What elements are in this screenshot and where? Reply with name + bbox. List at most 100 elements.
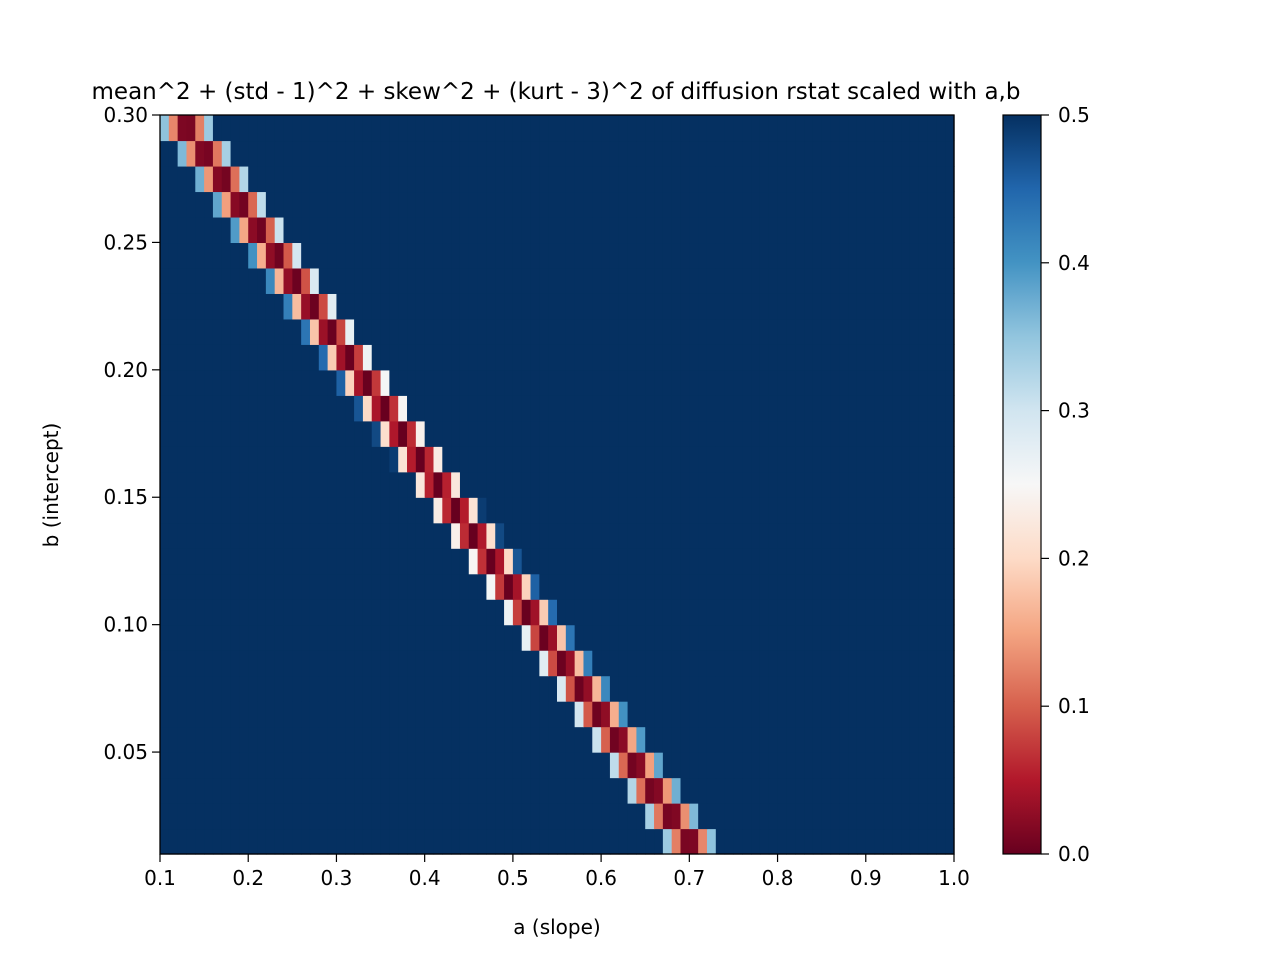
- heatmap-cell: [451, 242, 461, 269]
- heatmap-cell: [909, 828, 920, 855]
- heatmap-cell: [821, 701, 832, 728]
- heatmap-cell: [927, 165, 937, 193]
- heatmap-cell: [830, 242, 840, 269]
- heatmap-cell: [583, 752, 593, 779]
- heatmap-cell: [371, 548, 382, 575]
- heatmap-cell: [265, 420, 276, 447]
- heatmap-cell: [715, 395, 726, 422]
- heatmap-cell: [230, 216, 240, 244]
- heatmap-cell: [451, 191, 461, 218]
- heatmap-cell: [680, 344, 690, 371]
- heatmap-cell: [662, 191, 673, 218]
- heatmap-cell: [759, 777, 770, 804]
- heatmap-cell: [371, 650, 382, 677]
- heatmap-cell: [521, 650, 532, 677]
- heatmap-cell: [274, 267, 285, 294]
- heatmap-cell: [292, 701, 302, 728]
- heatmap-cell: [804, 242, 814, 269]
- heatmap-cell: [892, 267, 902, 294]
- heatmap-cell: [909, 115, 920, 142]
- heatmap-cell: [459, 216, 470, 244]
- heatmap-cell: [883, 395, 893, 422]
- heatmap-cell: [548, 165, 558, 193]
- heatmap-cell: [239, 777, 249, 804]
- heatmap-cell: [301, 522, 311, 549]
- heatmap-cell: [230, 471, 240, 498]
- heatmap-cell: [680, 752, 690, 779]
- heatmap-cell: [407, 803, 417, 830]
- heatmap-cell: [186, 522, 196, 549]
- heatmap-cell: [371, 369, 382, 396]
- heatmap-cell: [689, 726, 699, 753]
- heatmap-cell: [512, 191, 523, 218]
- heatmap-cell: [468, 115, 479, 142]
- heatmap-cell: [557, 446, 567, 473]
- heatmap-cell: [768, 140, 779, 167]
- heatmap-cell: [671, 471, 682, 498]
- heatmap-cell: [230, 828, 240, 855]
- heatmap-cell: [336, 165, 346, 193]
- heatmap-cell: [274, 242, 285, 269]
- heatmap-cell: [742, 216, 752, 244]
- heatmap-cell: [874, 446, 885, 473]
- heatmap-cell: [812, 395, 823, 422]
- heatmap-cell: [812, 701, 823, 728]
- heatmap-cell: [186, 191, 196, 218]
- heatmap-cell: [407, 497, 417, 524]
- heatmap-cell: [742, 446, 752, 473]
- heatmap-cell: [451, 216, 461, 244]
- heatmap-cell: [671, 675, 682, 702]
- heatmap-cell: [812, 599, 823, 626]
- heatmap-cell: [477, 344, 488, 371]
- heatmap-cell: [468, 293, 479, 320]
- heatmap-cell: [212, 828, 223, 855]
- heatmap-cell: [274, 701, 285, 728]
- heatmap-cell: [451, 726, 461, 753]
- heatmap-cell: [504, 191, 514, 218]
- heatmap-cell: [380, 191, 390, 218]
- heatmap-cell: [336, 522, 346, 549]
- heatmap-cell: [292, 777, 302, 804]
- heatmap-cell: [477, 624, 488, 651]
- heatmap-cell: [636, 624, 646, 651]
- heatmap-cell: [195, 216, 205, 244]
- heatmap-cell: [768, 752, 779, 779]
- heatmap-cell: [283, 548, 293, 575]
- heatmap-cell: [751, 420, 761, 447]
- heatmap-cell: [812, 344, 823, 371]
- heatmap-cell: [204, 701, 214, 728]
- heatmap-cell: [504, 140, 514, 167]
- heatmap-cell: [654, 803, 664, 830]
- heatmap-cell: [504, 726, 514, 753]
- heatmap-cell: [195, 777, 205, 804]
- heatmap-cell: [451, 420, 461, 447]
- heatmap-cell: [177, 216, 188, 244]
- heatmap-cell: [768, 344, 779, 371]
- heatmap-cell: [609, 548, 620, 575]
- heatmap-cell: [698, 267, 708, 294]
- heatmap-cell: [512, 650, 523, 677]
- heatmap-cell: [380, 497, 390, 524]
- heatmap-cell: [759, 675, 770, 702]
- heatmap-cell: [442, 497, 452, 524]
- heatmap-cell: [486, 216, 496, 244]
- heatmap-cell: [424, 777, 435, 804]
- heatmap-cell: [812, 777, 823, 804]
- heatmap-cell: [583, 803, 593, 830]
- heatmap-cell: [865, 191, 876, 218]
- heatmap-cell: [283, 446, 293, 473]
- heatmap-cell: [909, 420, 920, 447]
- heatmap-cell: [407, 446, 417, 473]
- heatmap-cell: [292, 267, 302, 294]
- heatmap-cell: [354, 395, 364, 422]
- heatmap-cell: [751, 675, 761, 702]
- heatmap-cell: [362, 650, 373, 677]
- heatmap-cell: [601, 140, 611, 167]
- heatmap-cell: [459, 777, 470, 804]
- heatmap-cell: [265, 624, 276, 651]
- heatmap-cell: [539, 395, 549, 422]
- heatmap-cell: [274, 344, 285, 371]
- heatmap-cell: [380, 420, 390, 447]
- heatmap-cell: [257, 165, 267, 193]
- heatmap-cell: [327, 624, 338, 651]
